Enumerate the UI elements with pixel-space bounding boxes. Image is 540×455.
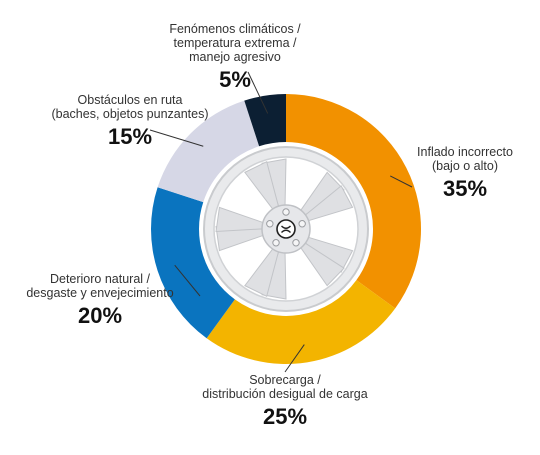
leader-line-obstaculos xyxy=(149,129,204,147)
slice-label-obstaculos: Obstáculos en ruta (baches, objetos punz… xyxy=(51,93,209,149)
slice-fenomenos xyxy=(244,94,286,147)
leader-line-inflado xyxy=(390,175,413,188)
slice-obstaculos xyxy=(157,100,260,203)
leader-line-fenomenos xyxy=(247,71,269,114)
slice-label-fenomenos: Fenómenos climáticos / temperatura extre… xyxy=(169,22,301,92)
wheel-rim-icon xyxy=(202,145,370,313)
slice-deterioro xyxy=(150,187,235,339)
slice-label-deterioro: Deterioro natural / desgaste y envejecim… xyxy=(26,272,174,328)
donut-slices xyxy=(150,94,421,364)
leader-line-deterioro xyxy=(174,264,201,297)
slice-label-sobrecarga: Sobrecarga / distribución desigual de ca… xyxy=(202,373,368,429)
slice-sobrecarga xyxy=(206,280,396,364)
leader-line-sobrecarga xyxy=(284,344,305,373)
slice-label-inflado: Inflado incorrecto (bajo o alto) 35% xyxy=(417,145,513,201)
leader-lines xyxy=(149,71,413,373)
slice-inflado xyxy=(286,94,421,309)
